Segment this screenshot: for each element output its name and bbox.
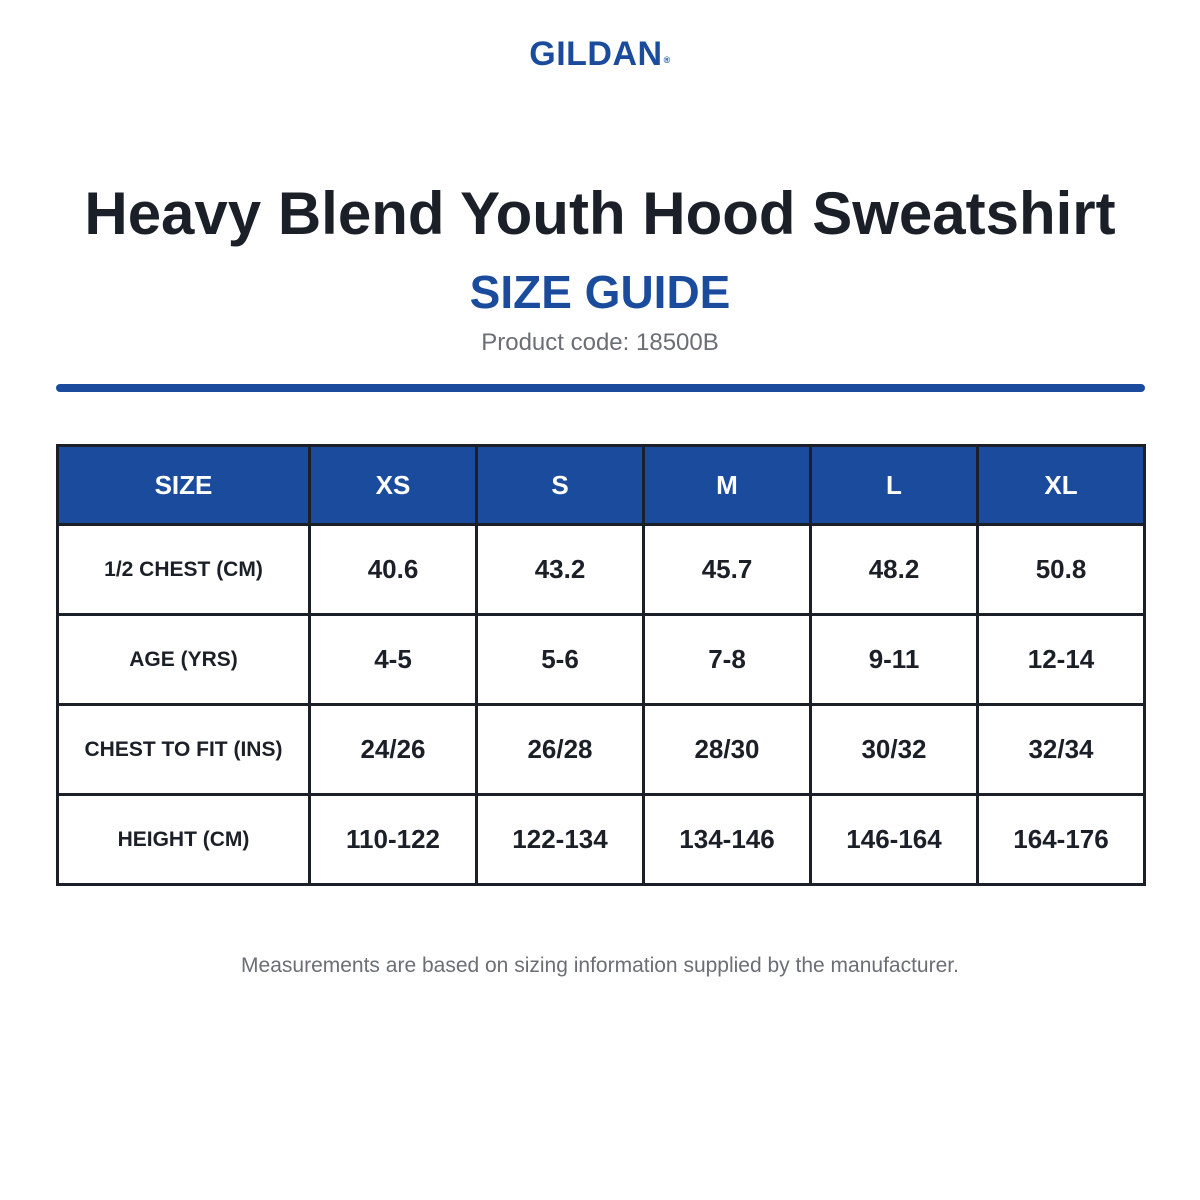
row-label: CHEST TO FIT (INS) [56, 703, 311, 796]
table-cell: 134-146 [642, 793, 812, 886]
trademark-symbol: ® [663, 55, 671, 65]
table-cell: 9-11 [809, 613, 979, 706]
divider [56, 384, 1145, 392]
table-cell: 45.7 [642, 523, 812, 616]
table-cell: 30/32 [809, 703, 979, 796]
table-cell: 24/26 [308, 703, 478, 796]
footnote: Measurements are based on sizing informa… [241, 954, 959, 977]
table-row: AGE (YRS) 4-5 5-6 7-8 9-11 12-14 [56, 613, 1146, 706]
table-cell: 48.2 [809, 523, 979, 616]
product-code: Product code: 18500B [481, 329, 719, 356]
row-label: 1/2 CHEST (CM) [56, 523, 311, 616]
table-cell: 26/28 [475, 703, 645, 796]
table-header-row: SIZE XS S M L XL [56, 444, 1146, 526]
table-cell: 12-14 [976, 613, 1146, 706]
table-cell: 146-164 [809, 793, 979, 886]
page-title: Heavy Blend Youth Hood Sweatshirt [84, 180, 1116, 247]
table-cell: 32/34 [976, 703, 1146, 796]
table-row: HEIGHT (CM) 110-122 122-134 134-146 146-… [56, 793, 1146, 886]
size-column-header: XL [976, 444, 1146, 526]
table-row: CHEST TO FIT (INS) 24/26 26/28 28/30 30/… [56, 703, 1146, 796]
table-cell: 164-176 [976, 793, 1146, 886]
gildan-logo: GILDAN® [0, 32, 1200, 76]
table-cell: 28/30 [642, 703, 812, 796]
size-column-header: S [475, 444, 645, 526]
row-label: HEIGHT (CM) [56, 793, 311, 886]
table-row: 1/2 CHEST (CM) 40.6 43.2 45.7 48.2 50.8 [56, 523, 1146, 616]
table-cell: 40.6 [308, 523, 478, 616]
size-table: SIZE XS S M L XL 1/2 CHEST (CM) 40.6 43.… [56, 444, 1146, 886]
size-column-header: M [642, 444, 812, 526]
table-cell: 50.8 [976, 523, 1146, 616]
table-cell: 4-5 [308, 613, 478, 706]
table-cell: 7-8 [642, 613, 812, 706]
table-cell: 110-122 [308, 793, 478, 886]
size-header-label: SIZE [56, 444, 311, 526]
size-column-header: L [809, 444, 979, 526]
table-cell: 5-6 [475, 613, 645, 706]
logo-text: GILDAN [529, 35, 663, 73]
size-column-header: XS [308, 444, 478, 526]
size-guide-heading: SIZE GUIDE [469, 266, 731, 318]
row-label: AGE (YRS) [56, 613, 311, 706]
table-cell: 122-134 [475, 793, 645, 886]
table-cell: 43.2 [475, 523, 645, 616]
